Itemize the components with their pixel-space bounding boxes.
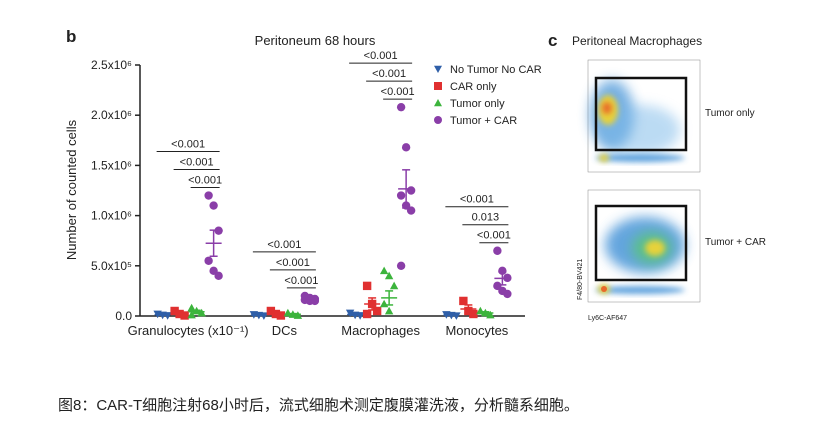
y-tick-label: 2.0x10⁶ — [91, 108, 132, 122]
y-tick-label: 5.0x10⁵ — [91, 259, 132, 273]
dot — [293, 311, 303, 319]
dot — [214, 226, 223, 235]
chart-title: Peritoneum 68 hours — [255, 33, 376, 48]
legend-marker — [434, 65, 442, 73]
x-tick-label: DCs — [272, 323, 298, 338]
dot — [345, 309, 355, 318]
y-tick-label: 1.5x10⁶ — [91, 158, 132, 172]
x-tick-label: Macrophages — [341, 323, 420, 338]
legend-label: CAR only — [450, 81, 497, 93]
significance-label: <0.001 — [372, 68, 406, 80]
significance-label: 0.013 — [472, 212, 500, 224]
legend-marker — [434, 82, 442, 90]
chart: b Peritoneum 68 hours Number of counted … — [64, 27, 766, 338]
significance-label: <0.001 — [267, 239, 301, 251]
dot — [406, 186, 416, 195]
flow-y-label: F4/80-BV421 — [577, 259, 584, 300]
legend-label: Tumor only — [450, 98, 505, 110]
dot — [486, 310, 495, 319]
significance-label: <0.001 — [171, 139, 205, 151]
dot — [469, 309, 478, 319]
x-tick-label: Monocytes — [445, 323, 508, 338]
dot — [204, 191, 213, 200]
dot — [362, 281, 372, 291]
dot — [389, 281, 399, 290]
significance-label: <0.001 — [364, 50, 398, 62]
legend-label: No Tumor No CAR — [450, 64, 542, 76]
flow-title: Peritoneal Macrophages — [572, 34, 702, 48]
significance-label: <0.001 — [180, 157, 214, 169]
panel-label: b — [66, 27, 76, 46]
y-tick-label: 1.0x10⁶ — [91, 209, 132, 223]
dot — [384, 306, 394, 315]
significance-label: <0.001 — [276, 257, 310, 269]
dot — [209, 201, 218, 210]
significance-label: <0.001 — [381, 86, 415, 98]
panel-label: c — [548, 31, 557, 50]
legend-marker — [434, 116, 442, 124]
dot — [396, 191, 406, 200]
dot — [379, 266, 389, 275]
y-tick-label: 2.5x10⁶ — [91, 58, 132, 72]
dot — [197, 308, 206, 317]
dot — [170, 306, 179, 316]
flow-plot — [587, 59, 701, 173]
dot — [384, 271, 394, 280]
dot — [379, 299, 389, 308]
dot — [396, 102, 406, 112]
dot — [214, 271, 223, 281]
legend-marker — [434, 99, 442, 107]
flow-plot-label: Tumor only — [705, 108, 755, 119]
dot — [503, 289, 512, 299]
significance-label: <0.001 — [188, 175, 222, 187]
dot — [187, 303, 196, 312]
dot — [266, 306, 276, 316]
significance-label: <0.001 — [477, 230, 511, 242]
dot — [396, 261, 406, 270]
x-tick-label: Granulocytes (x10⁻¹) — [128, 323, 249, 338]
dot — [372, 306, 382, 316]
dot — [180, 311, 189, 320]
dot — [459, 296, 468, 306]
significance-label: <0.001 — [460, 194, 494, 206]
caption: 图8：CAR-T细胞注射68小时后，流式细胞术测定腹膜灌洗液，分析髓系细胞。 — [58, 397, 579, 414]
flow-x-label: Ly6C-AF647 — [588, 315, 627, 322]
dot — [204, 256, 213, 265]
y-axis-label: Number of counted cells — [64, 119, 79, 260]
dot — [362, 309, 372, 319]
flow-plot — [587, 189, 701, 303]
dot — [187, 310, 196, 319]
y-tick-label: 0.0 — [115, 309, 132, 323]
legend-label: Tumor + CAR — [450, 115, 517, 127]
dot — [498, 266, 507, 276]
dot — [401, 143, 411, 152]
dot — [493, 246, 502, 255]
significance-label: <0.001 — [284, 275, 318, 287]
dot — [276, 311, 286, 320]
flow-plot-label: Tumor + CAR — [705, 237, 766, 248]
